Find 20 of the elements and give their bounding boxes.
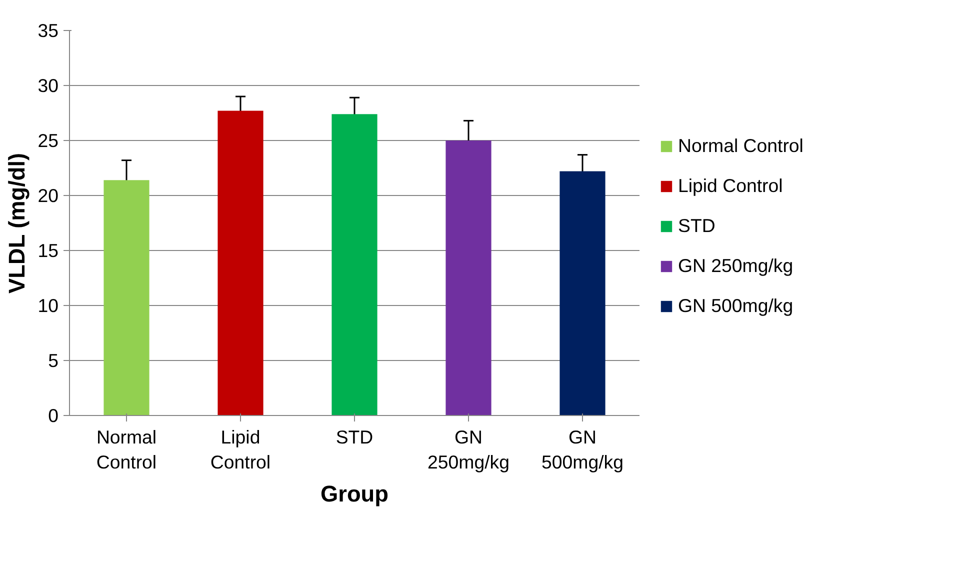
y-tick-label: 35 (38, 20, 59, 41)
legend-label: STD (678, 214, 716, 236)
y-tick-label: 0 (48, 405, 59, 426)
y-tick-label: 15 (38, 240, 59, 261)
y-tick-label: 25 (38, 130, 59, 151)
y-axis-title: VLDL (mg/dl) (4, 152, 30, 294)
legend-label: Normal Control (678, 134, 804, 156)
y-tick-label: 10 (38, 295, 59, 316)
legend-label: GN 250mg/kg (678, 254, 794, 276)
x-tick-label: GN 500mg/kg (542, 426, 624, 473)
x-tick-label: Lipid Control (210, 426, 271, 473)
x-tick-label: Normal Control (96, 426, 157, 473)
x-axis-title: Group (320, 480, 388, 507)
legend-label: Lipid Control (678, 174, 783, 196)
legend-label: GN 500mg/kg (678, 294, 794, 316)
y-tick-label: 5 (48, 350, 59, 371)
y-tick-label: 20 (38, 185, 59, 206)
y-tick-label: 30 (38, 75, 59, 96)
x-tick-label: GN 250mg/kg (428, 426, 510, 473)
x-tick-label: STD (336, 426, 374, 448)
